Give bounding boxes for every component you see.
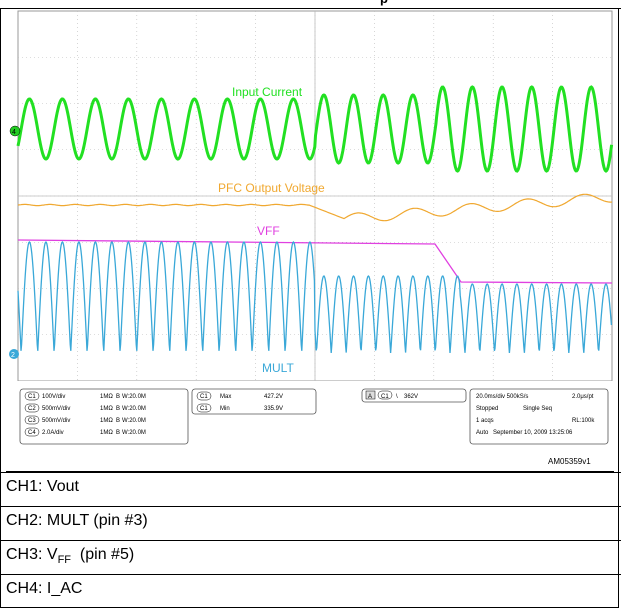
svg-text:W:20.0M: W:20.0M [122,394,146,400]
measure-max: C1 Max 427.2V [196,391,283,401]
ch3-setting: C3 500mV/div 1MΩ B W:20.0M [24,415,146,425]
svg-text:C4: C4 [28,430,36,436]
svg-text:C1: C1 [28,394,36,400]
svg-text:4: 4 [12,129,16,136]
svg-text:500mV/div: 500mV/div [42,418,70,424]
svg-text:1MΩ: 1MΩ [100,418,113,424]
trace-mult [17,241,613,354]
measure-min: C1 Min 335.9V [196,403,283,413]
trace-vff [17,239,613,284]
caption-ch3: CH3: VFF (pin #5) [0,540,621,570]
svg-text:W:20.0M: W:20.0M [122,418,146,424]
svg-text:B: B [116,430,120,436]
label-vff: VFF [257,224,280,238]
caption-ch1-text: CH1: Vout [6,478,79,495]
channel-settings-box [19,388,189,445]
svg-text:Stopped: Stopped [476,406,498,412]
trigger-info: A C1 \ 362V [365,390,418,400]
svg-text:1MΩ: 1MΩ [100,394,113,400]
ch4-setting: C4 2.0A/div 1MΩ B W:20.0M [24,427,146,437]
oscilloscope-capture: Input Current PFC Output Voltage VFF MUL… [6,9,614,472]
svg-text:20.0ms/div 500kS/s: 20.0ms/div 500kS/s [476,394,528,400]
svg-text:W:20.0M: W:20.0M [122,430,146,436]
caption-ch1: CH1: Vout [0,472,621,502]
traces [16,85,614,354]
timebase-box [469,388,609,445]
caption-ch3-text: CH3: VFF (pin #5) [6,546,135,567]
svg-text:Single Seq: Single Seq [523,406,552,412]
caption-ch2-text: CH2: MULT (pin #3) [6,512,148,529]
svg-text:Max: Max [220,394,231,400]
svg-text:2.0A/div: 2.0A/div [42,430,64,436]
svg-text:427.2V: 427.2V [264,394,283,400]
svg-text:W:20.0M: W:20.0M [122,406,146,412]
ch2-setting: C2 500mV/div 1MΩ B W:20.0M [24,403,146,413]
svg-text:2.0μs/pt: 2.0μs/pt [572,394,594,400]
svg-text:B: B [116,418,120,424]
label-input-current: Input Current [232,85,303,99]
scope-svg: Input Current PFC Output Voltage VFF MUL… [6,9,614,471]
svg-text:\: \ [396,394,398,400]
svg-text:B: B [116,406,120,412]
svg-text:C1: C1 [200,394,208,400]
trace-pfc-output [17,193,613,222]
svg-text:1 acqs: 1 acqs [476,418,494,424]
info-panel: C1 100V/div 1MΩ B W:20.0M C2 500mV/div 1… [6,381,614,471]
label-mult: MULT [262,361,294,375]
caption-ch4-text: CH4: I_AC [6,580,83,597]
svg-text:B: B [116,394,120,400]
measure-box [191,388,317,415]
svg-text:1MΩ: 1MΩ [100,406,113,412]
svg-text:2: 2 [11,352,15,359]
label-pfc-output: PFC Output Voltage [218,181,325,195]
svg-text:C3: C3 [28,418,36,424]
svg-text:Min: Min [220,406,230,412]
svg-text:362V: 362V [404,394,418,400]
caption-ch2: CH2: MULT (pin #3) [0,506,621,536]
svg-text:100V/div: 100V/div [42,394,65,400]
ch1-setting: C1 100V/div 1MΩ B W:20.0M [24,391,146,401]
figure-id: AM05359v1 [548,457,591,466]
caption-ch4: CH4: I_AC [0,574,621,604]
header-strip: p [0,0,621,9]
svg-text:A: A [368,394,372,400]
svg-text:C1: C1 [200,406,208,412]
svg-text:September 10, 2009 13:25:06: September 10, 2009 13:25:06 [493,430,573,436]
svg-text:335.9V: 335.9V [264,406,283,412]
ch2-ground-marker: 2 [9,349,19,359]
svg-text:Auto: Auto [476,430,489,436]
svg-text:1MΩ: 1MΩ [100,430,113,436]
header-text: p [380,0,388,6]
timebase-info: 20.0ms/div 500kS/s 2.0μs/pt Stopped Sing… [476,394,595,436]
trace-input-current [16,85,614,173]
ch4-ground-marker: 4 [9,125,21,137]
svg-text:C1: C1 [381,394,389,400]
svg-text:C2: C2 [28,406,36,412]
svg-text:RL:100k: RL:100k [572,418,595,424]
svg-text:500mV/div: 500mV/div [42,406,70,412]
